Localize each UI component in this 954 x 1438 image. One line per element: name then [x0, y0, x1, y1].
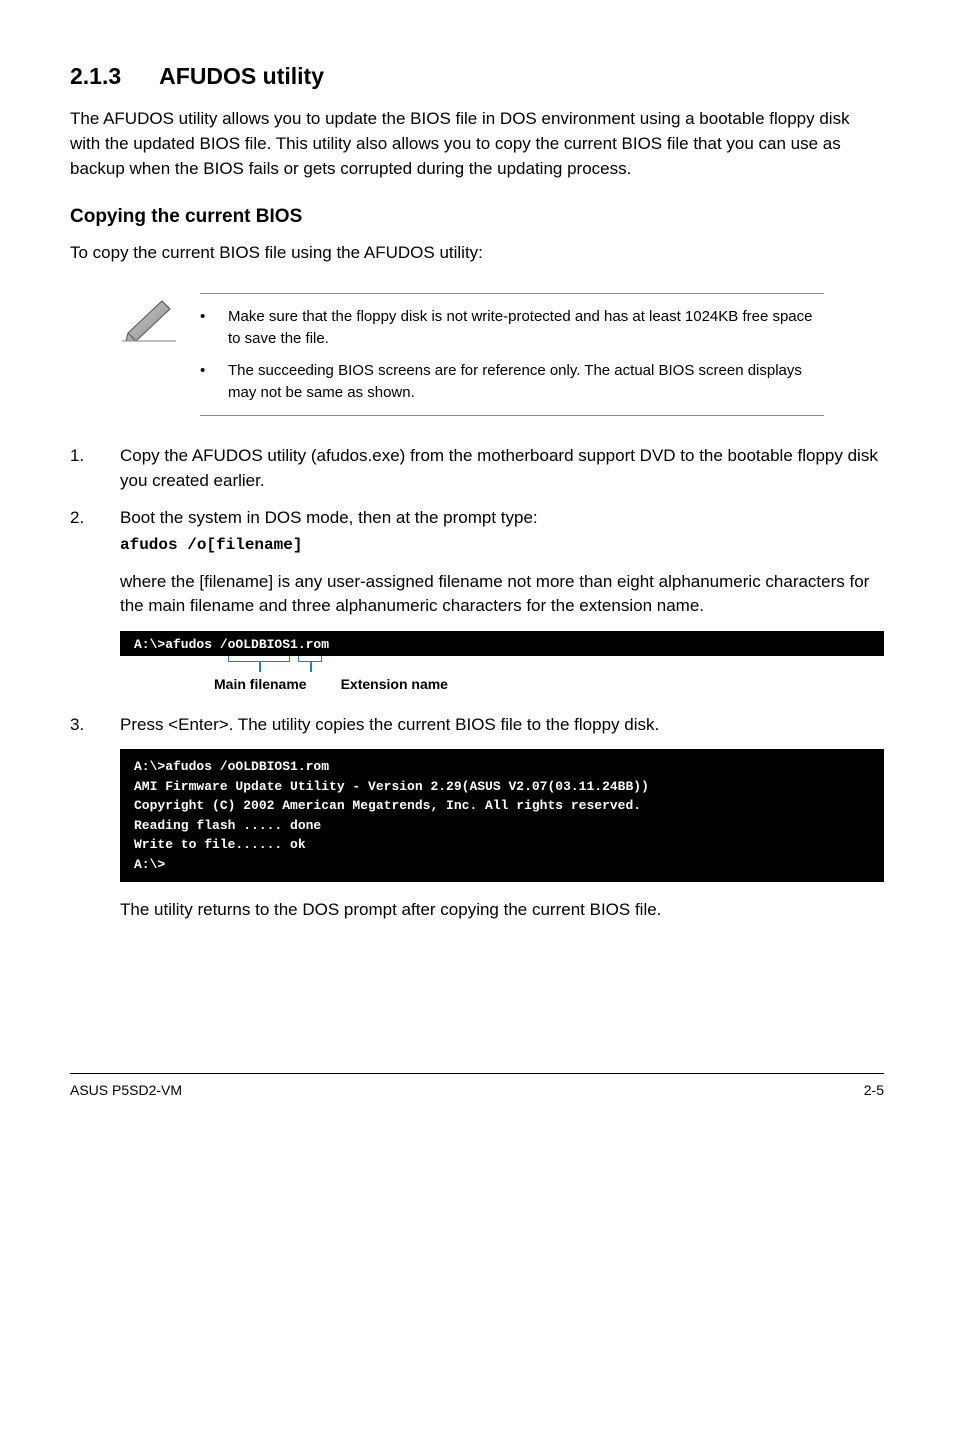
bullet-mark — [200, 360, 228, 404]
section-heading: 2.1.3 AFUDOS utility — [70, 60, 884, 93]
section-title-text: AFUDOS utility — [159, 63, 324, 89]
terminal-line: AMI Firmware Update Utility - Version 2.… — [134, 777, 870, 797]
terminal-line: Reading flash ..... done — [134, 816, 870, 836]
filename-diagram: A:\>afudos /oOLDBIOS1.rom Main filename … — [120, 631, 884, 695]
list-item: 2. Boot the system in DOS mode, then at … — [70, 506, 884, 619]
page-footer: ASUS P5SD2-VM 2-5 — [70, 1073, 884, 1100]
item-after-text: where the [filename] is any user-assigne… — [120, 570, 884, 619]
list-item: 3. Press <Enter>. The utility copies the… — [70, 713, 884, 738]
item-text: Boot the system in DOS mode, then at the… — [120, 506, 884, 531]
note-text: Make sure that the floppy disk is not wr… — [228, 306, 824, 350]
item-body: Boot the system in DOS mode, then at the… — [120, 506, 884, 619]
list-item: 1. Copy the AFUDOS utility (afudos.exe) … — [70, 444, 884, 493]
label-extension-name: Extension name — [341, 674, 448, 694]
note-block: Make sure that the floppy disk is not wr… — [120, 293, 884, 416]
item-body: Copy the AFUDOS utility (afudos.exe) fro… — [120, 444, 884, 493]
note-content: Make sure that the floppy disk is not wr… — [200, 293, 824, 416]
terminal-line: Write to file...... ok — [134, 835, 870, 855]
terminal-line: A:\>afudos /oOLDBIOS1.rom — [120, 631, 884, 657]
footer-left: ASUS P5SD2-VM — [70, 1080, 182, 1100]
terminal-output: A:\>afudos /oOLDBIOS1.rom AMI Firmware U… — [120, 749, 884, 882]
item-body: Press <Enter>. The utility copies the cu… — [120, 713, 884, 738]
item-number: 2. — [70, 506, 120, 619]
subintro-paragraph: To copy the current BIOS file using the … — [70, 241, 884, 266]
numbered-list: 1. Copy the AFUDOS utility (afudos.exe) … — [70, 444, 884, 618]
subheading: Copying the current BIOS — [70, 203, 884, 231]
pencil-icon — [120, 295, 190, 343]
item-number: 1. — [70, 444, 120, 493]
numbered-list: 3. Press <Enter>. The utility copies the… — [70, 713, 884, 738]
terminal-line: A:\> — [134, 855, 870, 875]
bullet-mark — [200, 306, 228, 350]
footer-right: 2-5 — [864, 1080, 884, 1100]
note-bullet: Make sure that the floppy disk is not wr… — [200, 306, 824, 350]
note-text: The succeeding BIOS screens are for refe… — [228, 360, 824, 404]
label-main-filename: Main filename — [214, 674, 307, 694]
underline-brackets — [120, 656, 884, 674]
closing-paragraph: The utility returns to the DOS prompt af… — [120, 898, 884, 923]
section-number: 2.1.3 — [70, 60, 121, 93]
code-command: afudos /o[filename] — [120, 534, 884, 557]
terminal-line: Copyright (C) 2002 American Megatrends, … — [134, 796, 870, 816]
item-number: 3. — [70, 713, 120, 738]
filename-labels: Main filename Extension name — [120, 674, 884, 694]
terminal-line: A:\>afudos /oOLDBIOS1.rom — [134, 757, 870, 777]
intro-paragraph: The AFUDOS utility allows you to update … — [70, 107, 884, 181]
note-bullet: The succeeding BIOS screens are for refe… — [200, 360, 824, 404]
